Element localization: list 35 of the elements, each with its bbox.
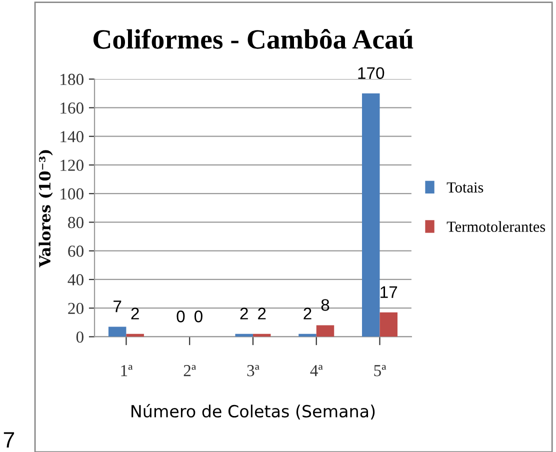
bar <box>316 325 334 337</box>
y-tick-label: 120 <box>60 160 84 171</box>
data-label: 0 <box>176 310 185 322</box>
y-tick-label: 140 <box>60 131 84 142</box>
legend-label: Totais <box>446 182 484 193</box>
data-label: 7 <box>114 300 122 312</box>
y-tick-label: 0 <box>76 331 84 343</box>
x-tick-label: 1ª <box>121 365 133 376</box>
y-tick-label: 80 <box>68 216 84 228</box>
data-label: 8 <box>321 299 330 311</box>
y-tick-label: 180 <box>60 74 84 86</box>
legend-label: Termotolerantes <box>446 221 546 232</box>
x-axis-title: Número de Coletas (Semana) <box>132 404 375 420</box>
y-axis-title: Valores (10⁻³) <box>38 150 53 268</box>
y-tick-label: 40 <box>68 274 84 286</box>
bar <box>108 326 126 337</box>
x-tick-label: 5ª <box>374 365 386 376</box>
x-tick-label: 4ª <box>310 365 323 376</box>
data-label: 2 <box>304 308 312 320</box>
bar <box>380 312 398 337</box>
data-label: 17 <box>380 286 398 298</box>
y-tick-label: 160 <box>60 102 84 114</box>
chart-title: Coliformes - Cambôa Acaú <box>93 28 414 49</box>
y-tick-label: 60 <box>68 246 84 257</box>
bar <box>362 93 380 337</box>
data-label: 2 <box>258 308 266 320</box>
data-label: 2 <box>240 308 248 320</box>
y-tick-label: 20 <box>68 302 84 314</box>
text: 7 <box>4 432 14 448</box>
x-tick-label: 3ª <box>247 365 260 376</box>
y-tick-label: 100 <box>60 188 84 200</box>
x-tick-label: 2ª <box>184 365 196 376</box>
data-label: 170 <box>358 67 384 80</box>
data-label: 0 <box>194 310 202 322</box>
data-label: 2 <box>131 308 139 320</box>
